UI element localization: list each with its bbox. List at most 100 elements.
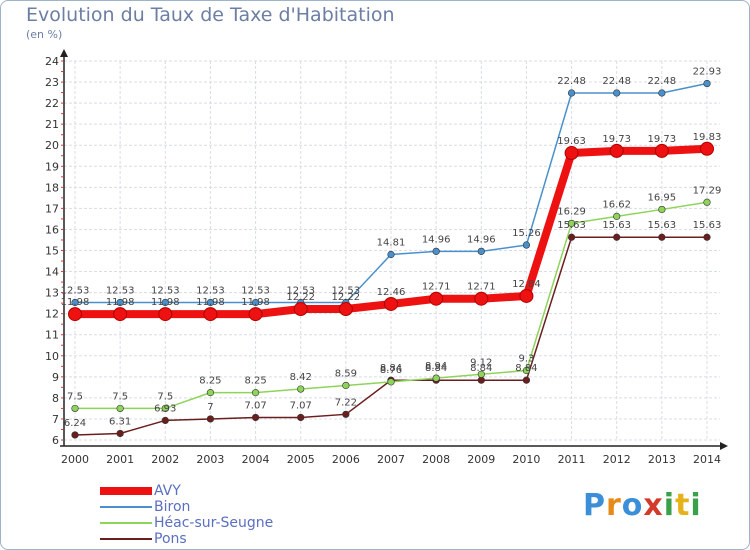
data-label: 6.93	[154, 403, 176, 414]
logo-letter: i	[690, 488, 702, 523]
logo-letter: i	[663, 488, 676, 523]
data-point	[297, 413, 305, 422]
chart-legend: AVY Biron Héac-sur-Seugne Pons	[100, 483, 273, 547]
data-label: 7.5	[157, 391, 173, 402]
data-label: 12.53	[241, 286, 270, 297]
data-label: 6.31	[109, 416, 131, 427]
y-tick-label: 9	[52, 371, 59, 384]
data-point	[522, 241, 531, 249]
data-label: 11.98	[196, 297, 225, 308]
data-point	[384, 296, 398, 311]
data-point	[567, 89, 576, 97]
data-label: 7.07	[290, 400, 312, 411]
data-label: 12.53	[61, 286, 90, 297]
data-label: 16.62	[602, 199, 631, 210]
data-label: 9.12	[470, 357, 492, 368]
x-tick-label: 2013	[648, 453, 676, 466]
data-point	[567, 219, 576, 227]
data-point	[251, 413, 260, 422]
data-point	[567, 233, 576, 241]
data-label: 12.53	[106, 286, 135, 297]
data-point	[71, 298, 79, 307]
y-tick-label: 20	[45, 139, 59, 152]
data-label: 15.26	[512, 228, 541, 239]
data-label: 12.53	[196, 286, 225, 297]
data-label: 7.07	[244, 400, 266, 411]
data-label: 22.48	[602, 76, 631, 87]
data-point	[248, 307, 263, 322]
legend-label: Héac-sur-Seugne	[154, 515, 274, 531]
legend-label: Pons	[154, 531, 187, 547]
legend-swatch	[100, 538, 152, 540]
data-point	[432, 247, 440, 255]
data-label: 14.96	[422, 234, 451, 245]
series-h-ac-sur-seugne	[71, 198, 711, 413]
data-label: 8.84	[425, 363, 447, 374]
chart-title: Evolution du Taux de Taxe d'Habitation	[26, 4, 395, 26]
data-label: 19.73	[648, 134, 677, 145]
data-point	[658, 205, 666, 214]
data-label: 14.96	[467, 234, 496, 245]
x-tick-label: 2009	[467, 453, 495, 466]
data-point	[68, 307, 82, 322]
data-label: 8.84	[380, 363, 402, 374]
y-tick-label: 6	[52, 434, 59, 447]
data-label: 12.53	[332, 286, 361, 297]
logo-letter: t	[675, 488, 691, 523]
data-label: 22.93	[693, 67, 722, 78]
x-tick-label: 2001	[106, 453, 134, 466]
data-label: 8.76	[380, 365, 402, 376]
x-tick-label: 2006	[332, 453, 360, 466]
legend-label: AVY	[154, 483, 181, 499]
legend-swatch	[100, 522, 152, 524]
data-point	[71, 404, 79, 413]
y-axis-arrow	[60, 49, 68, 57]
x-tick-label: 2011	[558, 453, 586, 466]
data-label: 8.84	[515, 363, 537, 374]
data-point	[609, 143, 624, 158]
legend-item: Pons	[100, 531, 273, 547]
data-label: 16.29	[557, 206, 586, 217]
data-point	[477, 247, 485, 255]
data-label: 16.95	[648, 192, 677, 203]
data-label: 11.98	[61, 297, 90, 308]
data-point	[703, 233, 711, 241]
data-label: 12.71	[422, 282, 451, 293]
x-tick-label: 2007	[377, 453, 405, 466]
data-point	[338, 302, 353, 317]
x-tick-label: 2002	[151, 453, 179, 466]
data-label: 11.98	[241, 297, 270, 308]
data-label: 8.42	[290, 372, 312, 383]
data-label: 8.25	[244, 376, 266, 387]
data-point	[251, 389, 260, 397]
data-label: 15.63	[557, 220, 586, 231]
data-label: 12.53	[286, 286, 315, 297]
y-tick-label: 14	[45, 266, 59, 279]
data-label: 19.73	[602, 134, 631, 145]
data-point	[429, 291, 444, 306]
data-point	[161, 404, 169, 413]
data-point	[387, 250, 395, 259]
y-tick-label: 21	[45, 118, 59, 131]
x-tick-label: 2004	[242, 453, 270, 466]
logo-letter: r	[606, 488, 622, 523]
data-point	[158, 307, 173, 322]
data-point	[113, 307, 128, 322]
data-point	[564, 146, 579, 161]
data-label: 12.46	[377, 287, 406, 298]
data-label: 14.81	[377, 238, 406, 249]
y-tick-label: 24	[45, 55, 59, 68]
data-label: 12.53	[151, 286, 180, 297]
y-tick-label: 17	[45, 202, 59, 215]
logo-letter: o	[621, 488, 644, 523]
y-tick-label: 7	[52, 413, 59, 426]
data-point	[474, 291, 489, 306]
x-tick-label: 2005	[287, 453, 315, 466]
data-point	[703, 198, 711, 206]
series-avy	[68, 141, 714, 322]
data-label: 7.5	[67, 391, 83, 402]
data-point	[161, 298, 169, 307]
y-tick-label: 8	[52, 392, 59, 405]
data-label: 7.5	[112, 391, 128, 402]
data-label: 15.63	[693, 220, 722, 231]
